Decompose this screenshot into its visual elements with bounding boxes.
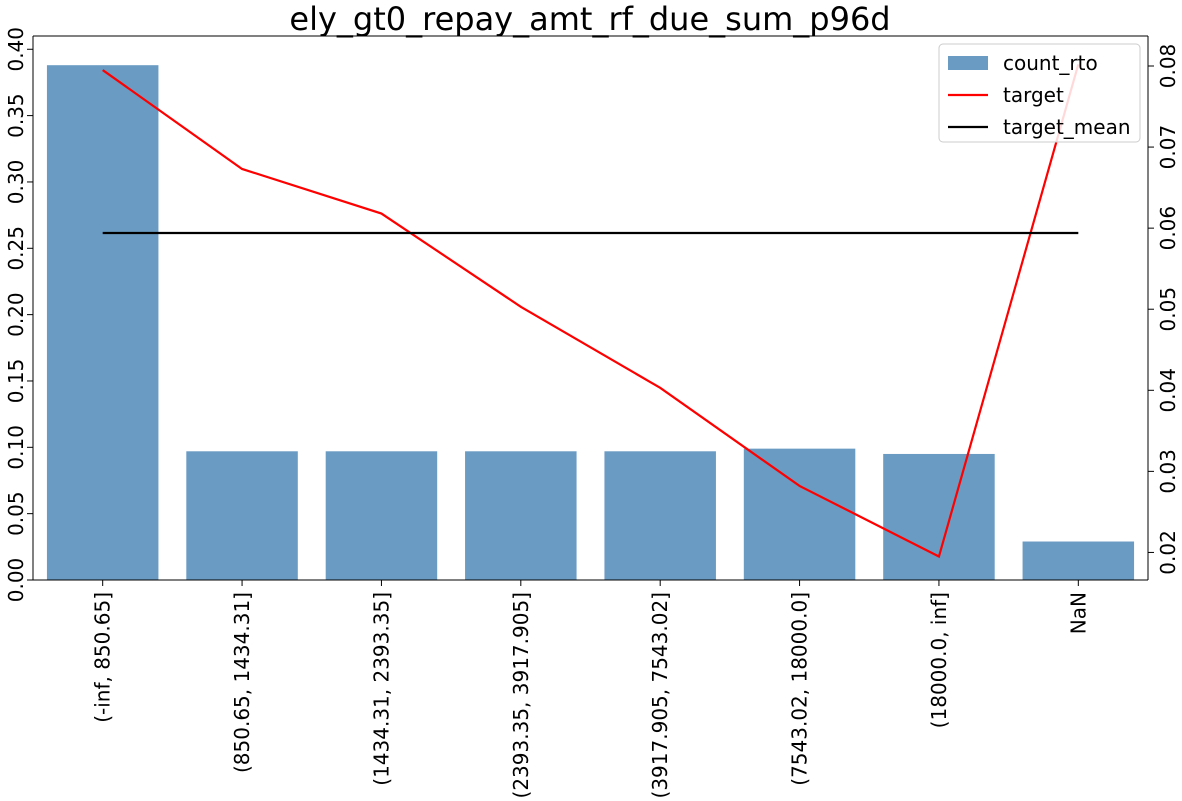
- x-tick-label: (850.65, 1434.31]: [230, 592, 254, 773]
- y-left-tick-label: 0.25: [4, 226, 28, 271]
- x-tick-label: (-inf, 850.65]: [91, 592, 115, 723]
- x-tick-label: NaN: [1066, 592, 1090, 634]
- bar-4: [604, 451, 716, 580]
- legend-label: target_mean: [1003, 115, 1131, 139]
- y-left-tick-label: 0.05: [4, 491, 28, 536]
- y-left-tick-label: 0.15: [4, 359, 28, 404]
- bar-5: [743, 448, 856, 580]
- bar-0: [46, 65, 159, 580]
- bar-1: [186, 451, 298, 580]
- legend-label: target: [1003, 83, 1064, 107]
- x-tick-label: (3917.905, 7543.02]: [648, 592, 672, 798]
- y-left-tick-label: 0.20: [4, 292, 28, 337]
- x-tick-label: (2393.35, 3917.905]: [509, 592, 533, 798]
- x-tick-label: (18000.0, inf]: [927, 592, 951, 728]
- y-right-tick-label: 0.02: [1156, 530, 1180, 575]
- line-target: [102, 64, 1080, 559]
- y-right-tick-label: 0.03: [1156, 449, 1180, 494]
- y-right-tick-label: 0.08: [1156, 44, 1180, 89]
- y-right-tick-label: 0.05: [1156, 287, 1180, 332]
- chart-title: ely_gt0_repay_amt_rf_due_sum_p96d: [289, 0, 890, 38]
- x-tick-label: (7543.02, 18000.0]: [788, 592, 812, 786]
- axes-group: 0.00 0.05 0.10 0.15 0.20 0.25 0.30 0.35 0.40 0.02…: [4, 27, 1180, 798]
- bar-2: [325, 451, 438, 580]
- bars-group: [46, 65, 1135, 580]
- y-left-tick-label: 0.30: [4, 160, 28, 205]
- bar-3: [465, 451, 577, 580]
- y-right-tick-label: 0.04: [1156, 368, 1180, 413]
- legend-swatch-count-rto: [948, 56, 988, 70]
- y-left-tick-label: 0.10: [4, 425, 28, 470]
- y-right-tick-label: 0.07: [1156, 125, 1180, 170]
- legend-box: [938, 43, 1141, 143]
- y-left-tick-label: 0.00: [4, 558, 28, 603]
- bar-6: [883, 453, 995, 580]
- y-right-tick-label: 0.06: [1156, 206, 1180, 251]
- bar-7: [1022, 541, 1135, 580]
- y-left-tick-label: 0.40: [4, 27, 28, 72]
- y-left-tick-label: 0.35: [4, 93, 28, 138]
- x-tick-label: (1434.31, 2393.35]: [369, 592, 393, 786]
- legend-label: count_rto: [1003, 51, 1098, 75]
- lines-group: [102, 64, 1080, 559]
